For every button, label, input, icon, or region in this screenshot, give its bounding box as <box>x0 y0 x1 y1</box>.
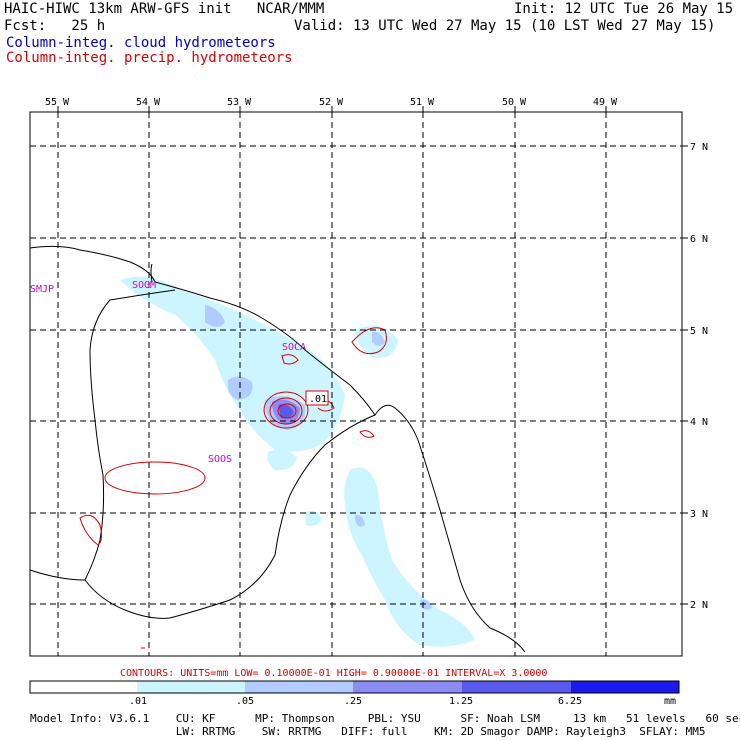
lon-label: 54 W <box>136 97 161 108</box>
colorbar-unit: mm <box>664 696 676 707</box>
contours-info: CONTOURS: UNITS=mm LOW= 0.10000E-01 HIGH… <box>120 668 547 679</box>
valid-time: Valid: 13 UTC Wed 27 May 15 (10 LST Wed … <box>294 18 716 34</box>
legend-precip: Column-integ. precip. hydrometeors <box>6 50 293 66</box>
tick-marks <box>57 106 688 605</box>
lon-label: 53 W <box>227 97 252 108</box>
lat-label: 3 N <box>690 509 708 520</box>
map-frame <box>29 111 683 657</box>
colorbar-tick: 1.25 <box>449 696 473 707</box>
cloud-shading <box>120 276 475 647</box>
forecast-hour: Fcst: 25 h <box>4 18 106 34</box>
lat-label: 5 N <box>690 326 708 337</box>
station-label: SOGM <box>132 280 156 291</box>
legend-cloud: Column-integ. cloud hydrometeors <box>6 35 276 51</box>
coastline <box>29 245 526 653</box>
lon-label: 49 W <box>593 97 618 108</box>
contour-label-box <box>305 390 329 406</box>
graticule <box>30 112 682 656</box>
lon-label: 50 W <box>502 97 527 108</box>
chart-title: HAIC-HIWC 13km ARW-GFS init NCAR/MMM <box>4 1 325 17</box>
station-label: SOCA <box>282 342 306 353</box>
lat-label: 2 N <box>690 600 708 611</box>
precip-contours <box>79 327 387 546</box>
init-time: Init: 12 UTC Tue 26 May 15 <box>514 1 734 17</box>
lat-label: 4 N <box>690 417 708 428</box>
station-label: SOOS <box>208 454 232 465</box>
lon-label: 51 W <box>410 97 435 108</box>
colorbar-tick: 6.25 <box>558 696 582 707</box>
lat-label: 7 N <box>690 142 708 153</box>
colorbar-tick: .05 <box>236 696 254 707</box>
colorbar-tick: .25 <box>344 696 362 707</box>
model-info-line2: LW: RRTMG SW: RRTMG DIFF: full KM: 2D Sm… <box>30 725 706 738</box>
lon-label: 55 W <box>45 97 70 108</box>
model-info-line1: Model Info: V3.6.1 CU: KF MP: Thompson P… <box>30 712 740 725</box>
contour-label: .01 <box>309 394 327 405</box>
lon-label: 52 W <box>319 97 344 108</box>
colorbar: .01 .05 .25 1.25 6.25 mm <box>29 680 680 707</box>
station-label: SMJP <box>30 284 54 295</box>
colorbar-tick: .01 <box>129 696 147 707</box>
lat-label: 6 N <box>690 234 708 245</box>
